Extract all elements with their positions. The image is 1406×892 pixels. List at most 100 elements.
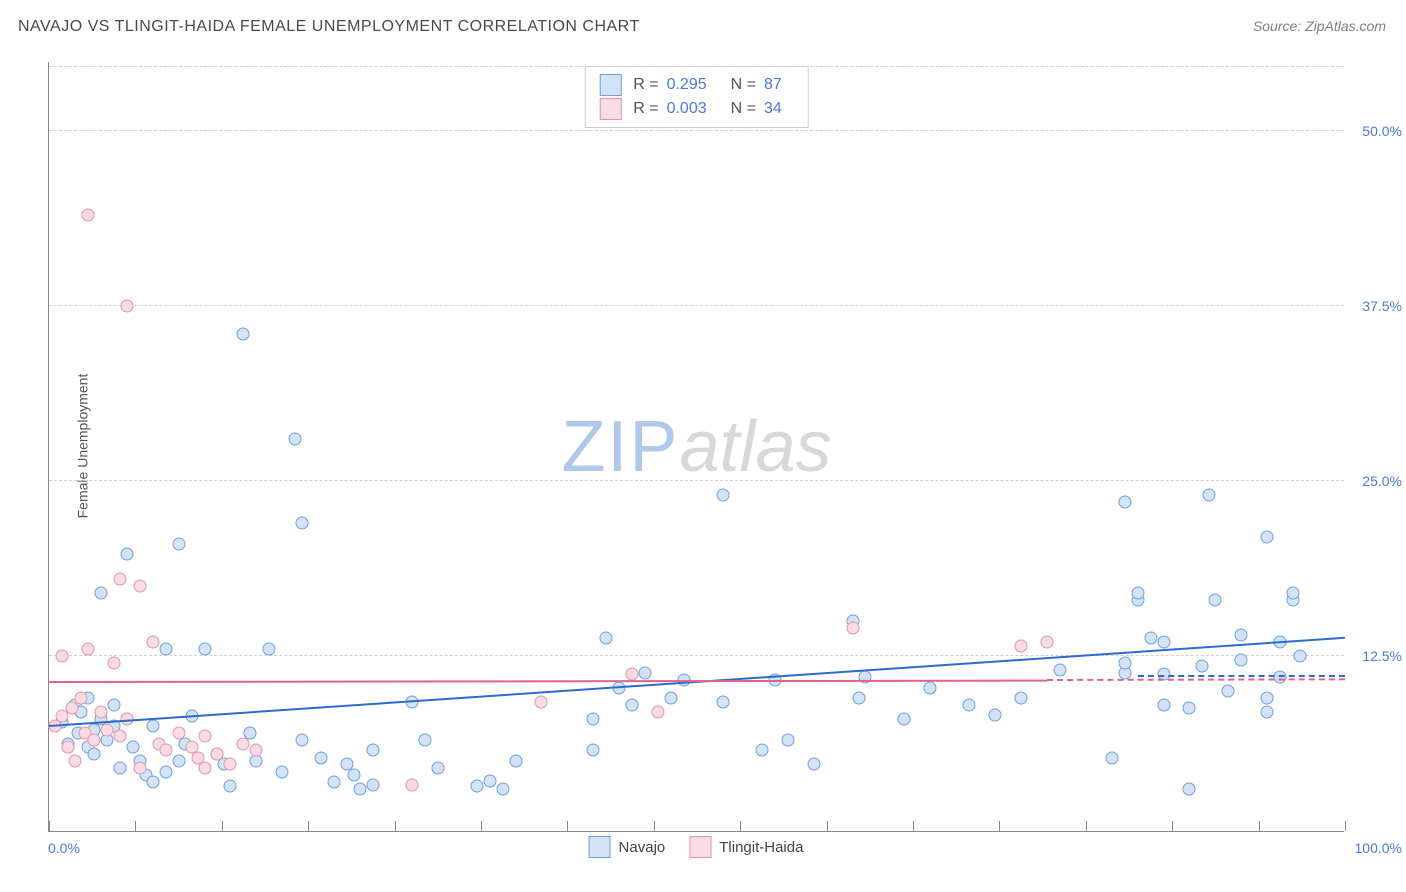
data-point	[1261, 706, 1274, 719]
data-point	[431, 762, 444, 775]
r-label: R =	[633, 73, 658, 97]
correlation-legend-row: R = 0.295N = 87	[599, 73, 794, 97]
trend-line	[1047, 679, 1345, 682]
data-point	[1261, 692, 1274, 705]
x-tick	[1345, 821, 1346, 831]
data-point	[1235, 629, 1248, 642]
data-point	[496, 783, 509, 796]
data-point	[276, 766, 289, 779]
data-point	[88, 734, 101, 747]
data-point	[418, 734, 431, 747]
data-point	[853, 692, 866, 705]
x-tick	[999, 821, 1000, 831]
data-point	[639, 666, 652, 679]
x-tick	[654, 821, 655, 831]
x-tick	[740, 821, 741, 831]
data-point	[1040, 636, 1053, 649]
data-point	[924, 682, 937, 695]
data-point	[146, 776, 159, 789]
data-point	[1131, 587, 1144, 600]
data-point	[898, 713, 911, 726]
series-legend-item: Tlingit-Haida	[689, 836, 803, 858]
n-label: N =	[731, 97, 756, 121]
data-point	[198, 729, 211, 742]
data-point	[263, 643, 276, 656]
data-point	[62, 741, 75, 754]
data-point	[1118, 496, 1131, 509]
data-point	[133, 762, 146, 775]
x-tick	[481, 821, 482, 831]
n-label: N =	[731, 73, 756, 97]
data-point	[94, 706, 107, 719]
data-point	[224, 757, 237, 770]
data-point	[159, 766, 172, 779]
trend-line	[49, 679, 1047, 682]
x-axis-max-label: 100.0%	[1355, 840, 1402, 856]
data-point	[1274, 671, 1287, 684]
y-tick-label: 50.0%	[1362, 123, 1402, 139]
data-point	[1293, 650, 1306, 663]
data-point	[354, 783, 367, 796]
y-tick-label: 37.5%	[1362, 298, 1402, 314]
r-label: R =	[633, 97, 658, 121]
data-point	[587, 743, 600, 756]
data-point	[483, 774, 496, 787]
data-point	[237, 328, 250, 341]
grid-line	[49, 655, 1344, 656]
y-tick-label: 25.0%	[1362, 473, 1402, 489]
data-point	[989, 708, 1002, 721]
series-legend-label: Navajo	[619, 839, 666, 856]
data-point	[107, 699, 120, 712]
data-point	[1202, 489, 1215, 502]
data-point	[224, 780, 237, 793]
x-tick	[1086, 821, 1087, 831]
data-point	[101, 724, 114, 737]
data-point	[781, 734, 794, 747]
data-point	[716, 489, 729, 502]
data-point	[1015, 640, 1028, 653]
data-point	[755, 743, 768, 756]
legend-swatch	[689, 836, 711, 858]
data-point	[146, 720, 159, 733]
x-tick	[135, 821, 136, 831]
grid-line	[49, 480, 1344, 481]
data-point	[250, 755, 263, 768]
data-point	[198, 643, 211, 656]
data-point	[470, 780, 483, 793]
data-point	[75, 692, 88, 705]
data-point	[289, 433, 302, 446]
data-point	[120, 547, 133, 560]
grid-line	[49, 66, 1344, 67]
data-point	[626, 668, 639, 681]
legend-swatch	[589, 836, 611, 858]
data-point	[133, 580, 146, 593]
data-point	[846, 622, 859, 635]
legend-swatch	[599, 98, 621, 120]
data-point	[665, 692, 678, 705]
x-tick	[913, 821, 914, 831]
x-tick	[1259, 821, 1260, 831]
data-point	[127, 741, 140, 754]
x-tick	[395, 821, 396, 831]
x-tick	[222, 821, 223, 831]
data-point	[114, 729, 127, 742]
data-point	[295, 734, 308, 747]
data-point	[328, 776, 341, 789]
data-point	[315, 752, 328, 765]
chart-title: NAVAJO VS TLINGIT-HAIDA FEMALE UNEMPLOYM…	[18, 18, 640, 36]
data-point	[509, 755, 522, 768]
x-tick	[308, 821, 309, 831]
watermark-zip: ZIP	[561, 407, 679, 487]
data-point	[535, 696, 548, 709]
data-point	[198, 762, 211, 775]
data-point	[652, 706, 665, 719]
data-point	[1157, 636, 1170, 649]
correlation-legend: R = 0.295N = 87R = 0.003N = 34	[584, 66, 809, 128]
data-point	[1222, 685, 1235, 698]
data-point	[1105, 752, 1118, 765]
data-point	[1209, 594, 1222, 607]
data-point	[1157, 699, 1170, 712]
watermark: ZIPatlas	[561, 406, 831, 488]
series-legend-label: Tlingit-Haida	[719, 839, 803, 856]
data-point	[1235, 654, 1248, 667]
